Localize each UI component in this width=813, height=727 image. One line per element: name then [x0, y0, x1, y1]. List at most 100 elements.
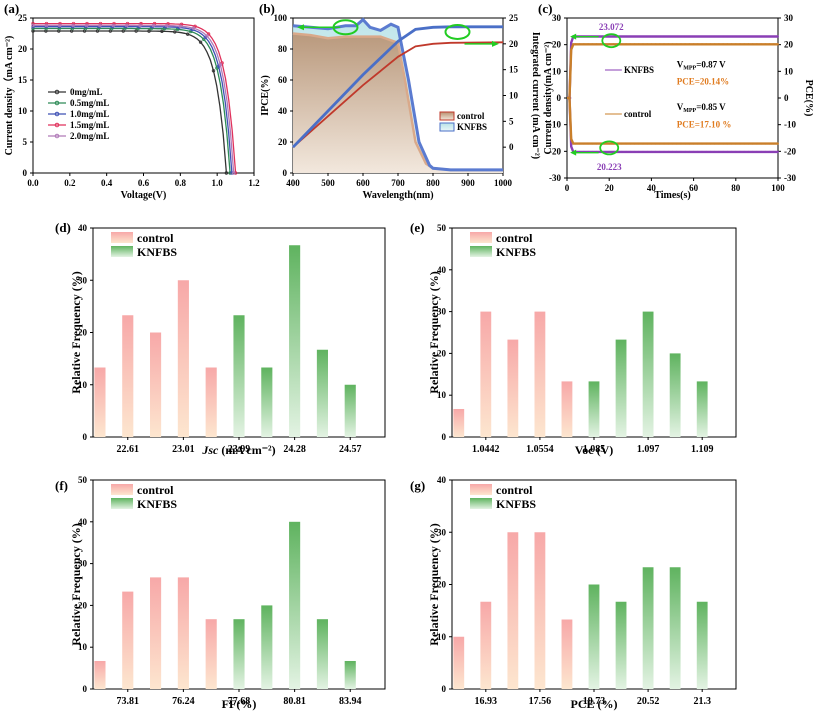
- panel-e-bar-knfbs: [669, 353, 681, 437]
- control-current-trace-marker: [772, 150, 775, 153]
- panel-f-legend-knfbs-swatch: [111, 498, 133, 509]
- jv-marker: [191, 26, 196, 30]
- panel-f-legend-control-swatch: [111, 484, 133, 495]
- legend-a-marker: [54, 133, 60, 139]
- panel-c-xtick-label: 40: [647, 183, 657, 193]
- legend-b-knfbs-swatch: [439, 122, 455, 132]
- knfbs-current-trace-marker: [764, 35, 767, 38]
- panel-g-bar-knfbs: [696, 601, 708, 689]
- control-pce-trace-marker: [679, 142, 682, 145]
- control-pce-trace: [567, 96, 778, 145]
- panel-b-ylabel: IPCE(%): [260, 75, 271, 116]
- panel-e-xtick-label: 1.0442: [472, 444, 500, 455]
- legend-a-label: 1.5mg/mL: [70, 120, 109, 130]
- control-pce-trace-marker: [755, 142, 758, 145]
- control-legend-label: control: [624, 109, 652, 119]
- panel-d-xlabel-symbol: Jsc: [201, 443, 219, 457]
- panel-d-xtick-label: 23.99: [228, 444, 251, 455]
- panel-d-bar-control: [205, 367, 217, 437]
- knfbs-pce-trace-marker: [612, 43, 615, 46]
- jv-curve-4: [33, 24, 235, 174]
- panel-c-xtick-label: 60: [689, 183, 699, 193]
- control-current-trace-marker: [675, 150, 678, 153]
- knfbs-pce-trace-marker: [709, 43, 712, 46]
- control-current-trace-marker: [709, 150, 712, 153]
- panel-c-ytick-label: 20: [552, 40, 562, 50]
- panel-f-label: (f): [55, 478, 68, 493]
- control-pce-trace-marker: [760, 142, 763, 145]
- jv-marker: [121, 29, 125, 33]
- control-pce-trace-marker: [671, 142, 674, 145]
- panel-g-bar-control: [480, 601, 492, 689]
- panel-g-legend-knfbs-swatch: [470, 498, 492, 509]
- panel-a-xtick-label: 0.8: [175, 178, 187, 188]
- knfbs-pce-trace-marker: [717, 43, 720, 46]
- panel-f-xtick-label: 77.68: [228, 696, 251, 707]
- control-pce-trace-marker: [768, 142, 771, 145]
- jv-marker: [95, 29, 100, 33]
- panel-f-ytick-label: 0: [83, 684, 88, 694]
- control-pce-trace-marker: [705, 142, 708, 145]
- panel-g-bar-knfbs: [669, 567, 681, 689]
- panel-g: 0 10 20 30 40 16.93 17.56 19.73 20.52 21.3 (g) Rela…: [410, 475, 737, 711]
- knfbs-pce-trace-marker: [654, 43, 657, 46]
- control-current-trace-marker: [688, 150, 691, 153]
- jv-marker: [98, 23, 102, 28]
- control-current-trace-marker: [747, 150, 750, 153]
- knfbs-current-trace-marker: [599, 35, 602, 38]
- control-pce-trace-marker: [637, 142, 640, 145]
- control-pce-trace-marker: [696, 142, 699, 145]
- panel-d-legend-control-label: control: [137, 231, 174, 245]
- knfbs-pce-trace: [567, 43, 778, 100]
- panel-b-ytick-label: 80: [278, 44, 288, 54]
- panel-f-bar-knfbs: [316, 619, 328, 689]
- panel-d-legend-knfbs-label: KNFBS: [137, 245, 177, 259]
- control-pce-trace-marker: [722, 142, 725, 145]
- knfbs-pce-trace-marker: [726, 43, 729, 46]
- panel-b-xtick-label: 700: [391, 178, 405, 188]
- panel-e-xtick-label: 1.097: [637, 444, 660, 455]
- knfbs-pce-trace-marker: [650, 43, 653, 46]
- panel-a-ytick-label: 0: [23, 168, 28, 178]
- panel-b-ytick-label: 100: [274, 13, 288, 23]
- arrow-right-head: [492, 40, 499, 47]
- knfbs-pce-trace-marker: [696, 43, 699, 46]
- knfbs-pce-trace-marker: [625, 43, 628, 46]
- panel-e-ytick-label: 0: [442, 432, 447, 442]
- knfbs-current-trace-marker: [734, 35, 737, 38]
- knfbs-pce-trace-marker: [663, 43, 666, 46]
- panel-b-right-ytick-label: 25: [509, 13, 519, 23]
- panel-f-xtick-label: 80.81: [283, 696, 306, 707]
- knfbs-current-trace-marker: [671, 35, 674, 38]
- panel-g-bar-control: [507, 532, 519, 689]
- panel-d-xtick-label: 24.57: [339, 444, 362, 455]
- panel-e-xtick-label: 1.109: [691, 444, 714, 455]
- control-pce-trace-marker: [595, 142, 598, 145]
- knfbs-current-trace-marker: [692, 35, 695, 38]
- knfbs-current-trace-marker: [755, 35, 758, 38]
- panel-g-bar-control: [453, 636, 465, 689]
- control-current-trace-marker: [751, 150, 754, 153]
- panel-g-xtick-label: 20.52: [637, 696, 660, 707]
- panel-d-xtick-label: 23.01: [172, 444, 195, 455]
- jv-marker: [134, 29, 138, 33]
- control-vmpp-value: =0.85 V: [696, 102, 726, 112]
- control-vmpp-v: V: [677, 102, 684, 112]
- panel-d-ytick-label: 0: [83, 432, 88, 442]
- panel-e-ytick-label: 50: [437, 223, 447, 233]
- legend-a-marker: [54, 122, 60, 128]
- panel-a-ylabel: Current density（mA cm⁻²): [2, 36, 15, 156]
- control-pce-trace-marker: [574, 142, 577, 145]
- panel-e-ytick-label: 40: [437, 265, 447, 275]
- jv-curve-3: [33, 22, 237, 174]
- knfbs-pce-trace-marker: [641, 43, 644, 46]
- control-vmpp-sub: MPP: [683, 108, 696, 114]
- panel-d-label: (d): [55, 220, 71, 235]
- control-current-trace-marker: [717, 150, 720, 153]
- panel-f-bar-knfbs: [233, 619, 245, 689]
- control-pce-trace-marker: [772, 142, 775, 145]
- knfbs-pce-trace-marker: [595, 43, 598, 46]
- panel-g-ytick-label: 20: [437, 580, 447, 590]
- panel-b-xtick-label: 500: [321, 178, 335, 188]
